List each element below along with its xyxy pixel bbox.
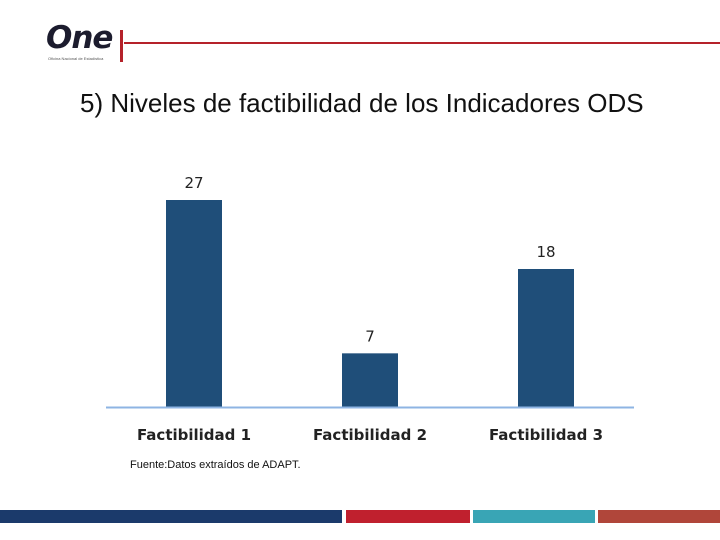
one-logo: One Oficina Nacional de Estadística <box>46 20 122 62</box>
x-tick-label-3: Factibilidad 3 <box>489 426 603 444</box>
logo-subtitle: Oficina Nacional de Estadística <box>48 56 104 61</box>
footer-bar-segment-2 <box>346 510 470 523</box>
logo-wordmark: One <box>46 20 113 56</box>
data-label-3: 18 <box>536 243 555 261</box>
bar-1 <box>166 200 222 407</box>
source-note: Fuente:Datos extraídos de ADAPT. <box>130 459 301 471</box>
footer-bar-segment-3 <box>473 510 595 523</box>
data-label-1: 27 <box>184 174 203 192</box>
bar-3 <box>518 269 574 407</box>
x-tick-label-2: Factibilidad 2 <box>313 426 427 444</box>
footer-bar-segment-4 <box>598 510 720 523</box>
bar-2 <box>342 353 398 407</box>
footer-bar-segment-1 <box>0 510 342 523</box>
slide-title: 5) Niveles de factibilidad de los Indica… <box>80 88 644 118</box>
x-tick-label-1: Factibilidad 1 <box>137 426 251 444</box>
data-label-2: 7 <box>365 327 375 345</box>
header-vertical-rule <box>120 30 123 62</box>
header-horizontal-rule <box>124 42 720 44</box>
